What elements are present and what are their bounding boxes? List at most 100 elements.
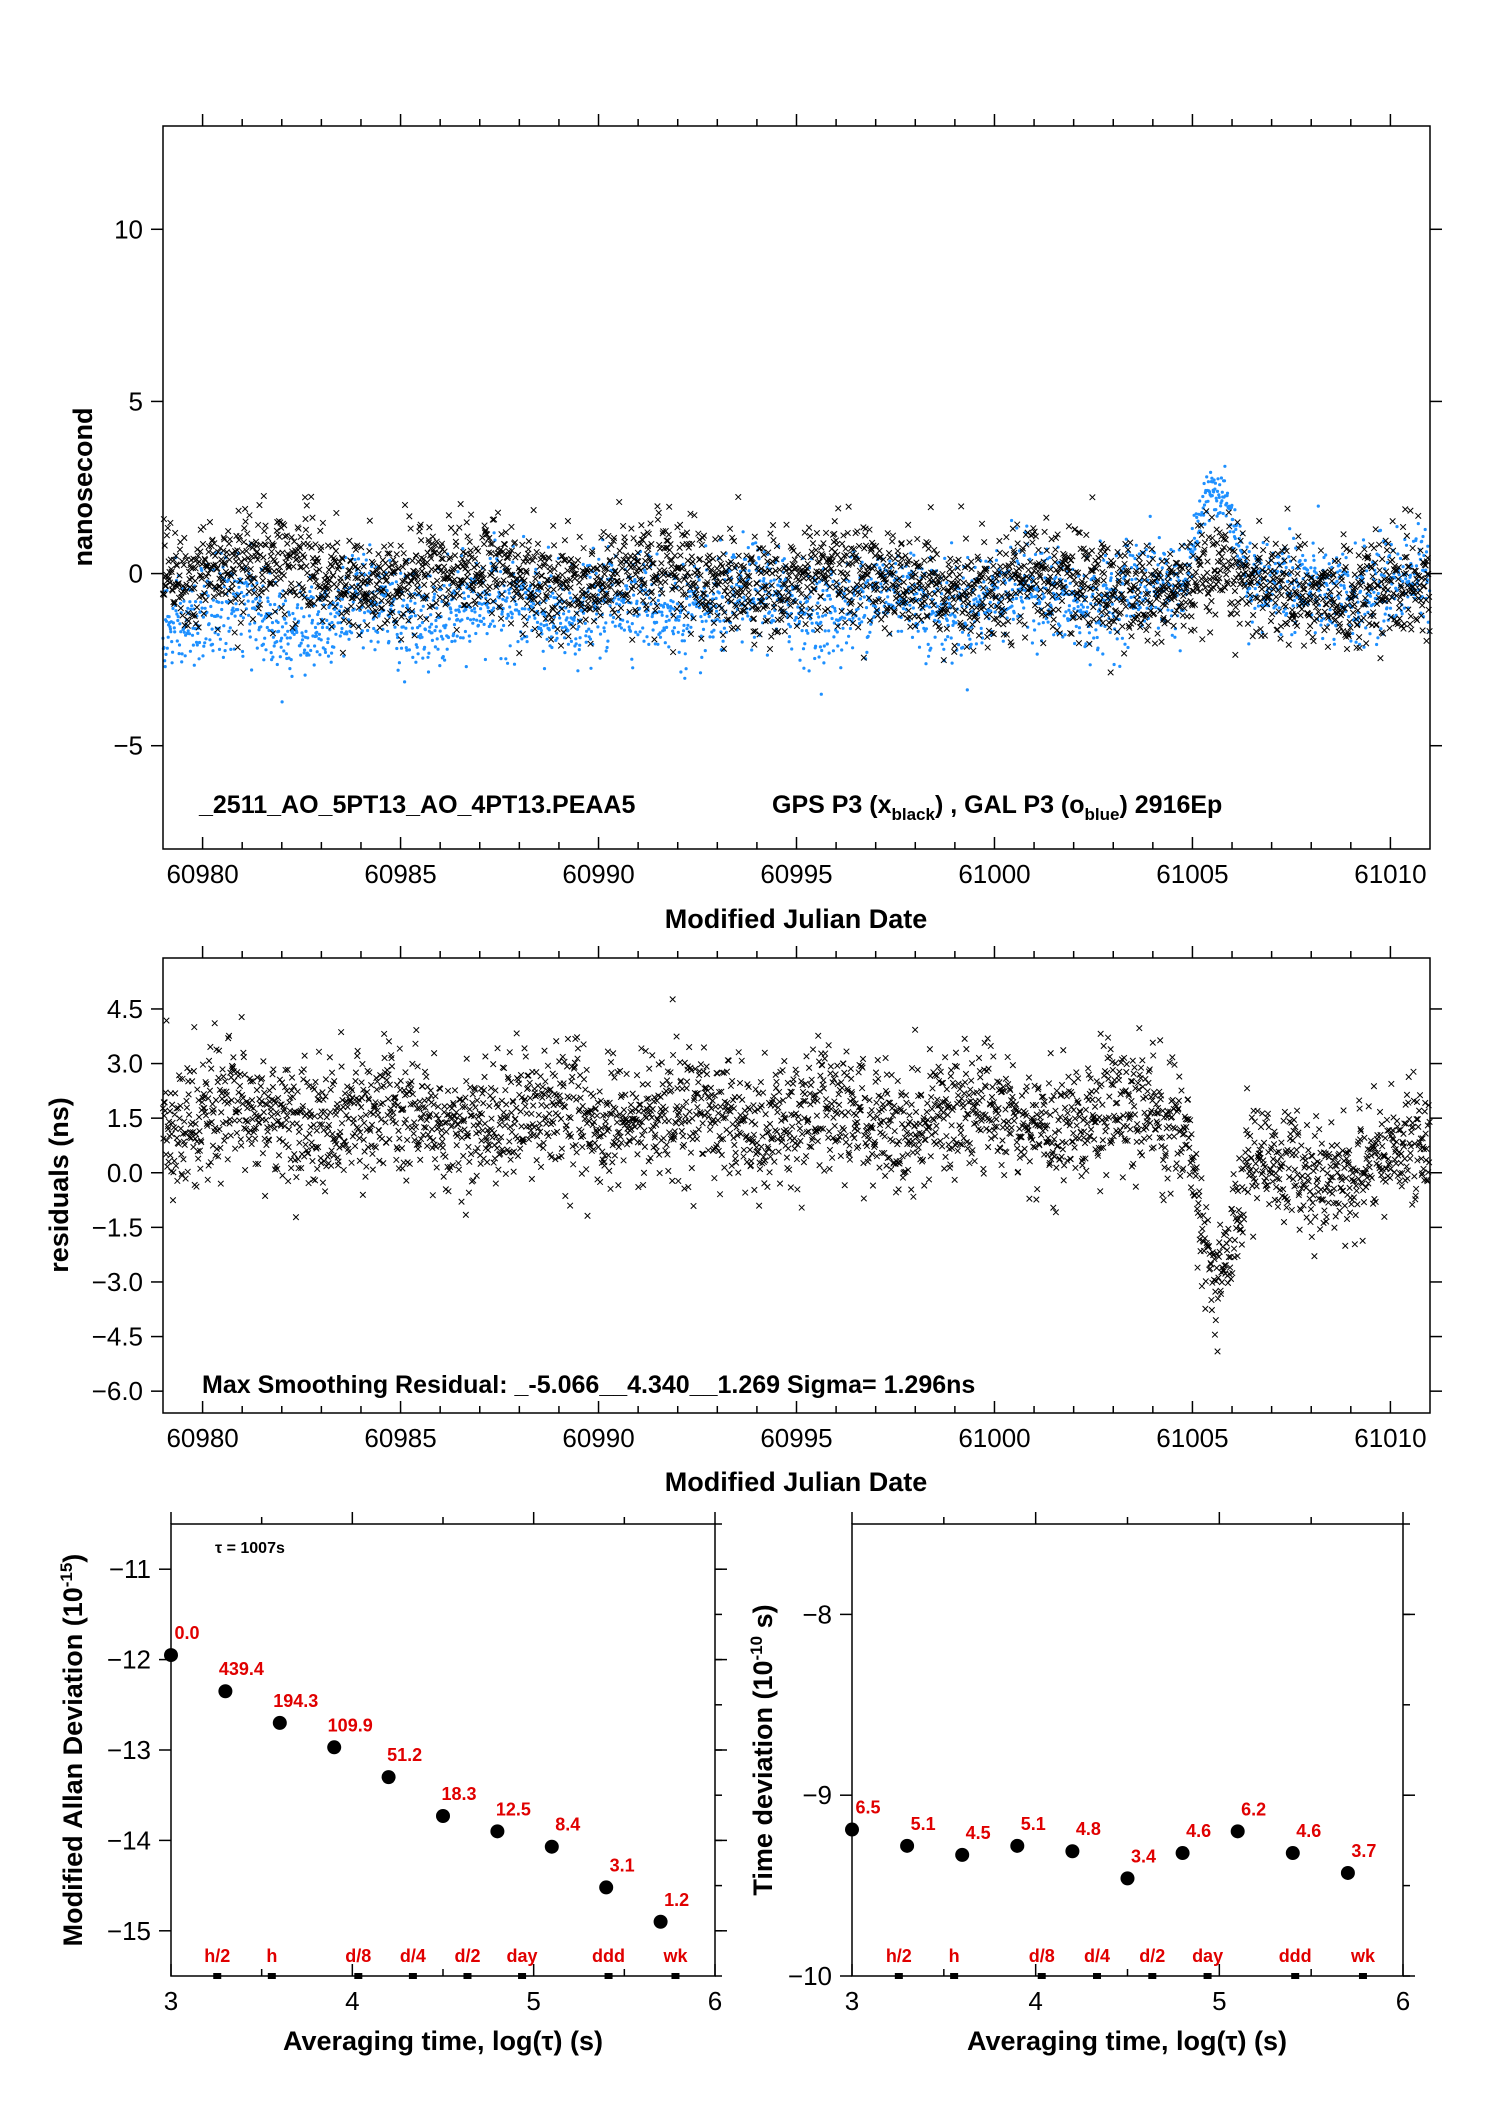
gal-point bbox=[247, 613, 251, 617]
gal-point bbox=[587, 627, 591, 631]
gps-point bbox=[480, 540, 488, 548]
gal-point bbox=[229, 647, 233, 652]
gps-point bbox=[519, 541, 526, 548]
gal-point bbox=[1213, 481, 1217, 485]
gal-point bbox=[630, 622, 634, 626]
gal-point bbox=[1218, 483, 1222, 487]
gps-point bbox=[398, 613, 405, 620]
gal-point bbox=[668, 609, 672, 613]
gal-point bbox=[936, 604, 940, 609]
gal-point bbox=[480, 602, 484, 606]
gal-point bbox=[840, 615, 844, 619]
gps-point bbox=[970, 647, 977, 654]
gal-point bbox=[475, 618, 479, 622]
gps-point bbox=[568, 601, 576, 609]
gal-point bbox=[965, 688, 969, 692]
gal-point bbox=[734, 583, 739, 587]
gps-point bbox=[276, 563, 284, 571]
gal-point bbox=[504, 657, 508, 661]
gps-point bbox=[267, 578, 274, 586]
gal-point bbox=[823, 629, 827, 633]
gal-point bbox=[313, 644, 317, 648]
gal-point bbox=[910, 635, 915, 640]
gal-point bbox=[1338, 569, 1342, 573]
gal-point bbox=[1001, 639, 1005, 643]
gps-point bbox=[590, 618, 598, 625]
gal-point bbox=[1388, 554, 1392, 558]
gal-point bbox=[329, 660, 333, 664]
gal-point bbox=[278, 655, 282, 659]
gal-point bbox=[409, 614, 414, 618]
gal-point bbox=[1362, 544, 1366, 548]
gps-point bbox=[334, 595, 342, 602]
gps-point bbox=[1033, 580, 1040, 588]
gal-point bbox=[582, 596, 586, 600]
gal-point bbox=[218, 637, 222, 641]
gal-point bbox=[1424, 550, 1429, 554]
gps-point bbox=[323, 585, 330, 592]
gal-point bbox=[1321, 636, 1325, 641]
gal-point bbox=[1196, 519, 1200, 523]
gal-point bbox=[1335, 570, 1340, 574]
gal-point bbox=[479, 607, 483, 611]
gps-point bbox=[833, 579, 840, 586]
gps-point bbox=[435, 611, 442, 619]
gps-point bbox=[519, 630, 526, 638]
gal-point bbox=[1133, 556, 1137, 561]
gal-point bbox=[294, 626, 298, 631]
gal-point bbox=[1219, 476, 1223, 480]
gps-point bbox=[550, 522, 557, 529]
gps-point bbox=[417, 537, 425, 544]
gal-point bbox=[1294, 546, 1298, 550]
gal-point bbox=[940, 642, 944, 646]
gal-point bbox=[399, 646, 404, 650]
gal-point bbox=[988, 600, 992, 604]
gal-point bbox=[189, 607, 193, 612]
gal-point bbox=[270, 658, 274, 662]
gal-point bbox=[409, 599, 413, 603]
gal-point bbox=[1291, 604, 1295, 608]
gps-point bbox=[766, 645, 774, 653]
gal-point bbox=[520, 637, 524, 641]
gal-point bbox=[347, 637, 351, 641]
gps-point bbox=[438, 540, 446, 547]
gal-point bbox=[642, 568, 647, 572]
gps-point bbox=[1055, 606, 1062, 613]
gal-point bbox=[698, 671, 703, 675]
gal-point bbox=[356, 557, 361, 561]
gps-point bbox=[400, 610, 407, 618]
gal-point bbox=[703, 612, 707, 617]
gal-point bbox=[577, 625, 581, 629]
gps-point bbox=[561, 537, 569, 544]
gps-point bbox=[845, 503, 852, 510]
gal-point bbox=[551, 591, 555, 595]
gal-point bbox=[608, 604, 612, 608]
gal-point bbox=[319, 638, 323, 642]
gal-point bbox=[420, 621, 424, 625]
gps-point bbox=[252, 552, 259, 560]
gps-point bbox=[314, 583, 321, 590]
gps-point bbox=[300, 586, 307, 594]
gal-point bbox=[612, 615, 616, 620]
gal-point bbox=[316, 612, 320, 617]
gps-point bbox=[180, 561, 188, 569]
gps-point bbox=[881, 625, 888, 632]
gps-point bbox=[683, 529, 691, 536]
gps-point bbox=[373, 581, 380, 588]
gal-point bbox=[1162, 552, 1167, 556]
gal-point bbox=[750, 648, 754, 652]
gal-point bbox=[449, 607, 453, 611]
gal-point bbox=[1160, 566, 1164, 570]
gal-point bbox=[1068, 581, 1072, 585]
gal-point bbox=[525, 635, 529, 639]
gps-point bbox=[327, 599, 334, 607]
gps-point bbox=[812, 552, 819, 559]
gal-point bbox=[474, 561, 478, 566]
gal-point bbox=[299, 641, 303, 645]
gps-point bbox=[434, 577, 441, 584]
gal-point bbox=[270, 621, 275, 625]
gal-point bbox=[177, 652, 181, 656]
gal-point bbox=[290, 674, 294, 679]
gal-point bbox=[831, 579, 835, 584]
gal-point bbox=[630, 657, 634, 661]
